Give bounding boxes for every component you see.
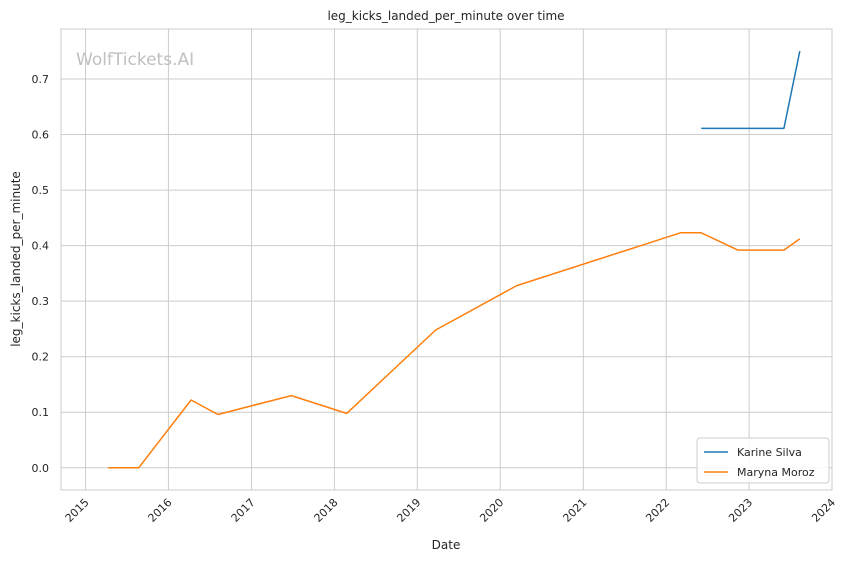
legend-label-karine-silva: Karine Silva [737,446,802,459]
y-axis-ticks: 0.0 0.1 0.2 0.3 0.4 0.5 0.6 0.7 [32,73,50,475]
y-tick-label: 0.3 [32,295,50,308]
plot-area-frame [60,28,833,491]
series-lines [108,51,801,469]
y-tick-label: 0.7 [32,73,50,86]
y-tick-label: 0.2 [32,351,50,364]
legend-label-maryna-moroz: Maryna Moroz [737,466,815,479]
y-tick-label: 0.1 [32,406,50,419]
series-line-maryna-moroz [108,232,801,469]
watermark: WolfTickets.AI [76,50,194,70]
y-tick-label: 0.6 [32,129,50,142]
series-line-karine-silva [701,51,801,130]
chart-title: leg_kicks_landed_per_minute over time [327,9,564,23]
x-axis-title: Date [432,538,461,552]
y-axis-title: leg_kicks_landed_per_minute [9,171,23,347]
y-tick-label: 0.0 [32,462,50,475]
x-axis-ticks: 2015 2016 2017 2018 2019 2020 2021 2022 2023 2024 [63,496,838,525]
legend: Karine Silva Maryna Moroz [696,437,830,484]
y-tick-label: 0.5 [32,184,50,197]
y-tick-label: 0.4 [32,240,50,253]
legend-box [696,437,830,484]
